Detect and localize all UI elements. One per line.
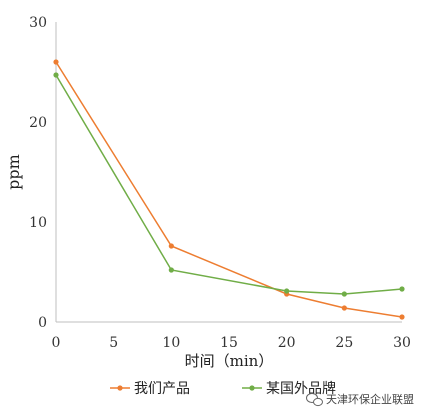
- legend-marker-series-2: [249, 385, 255, 391]
- series-layer: [53, 59, 405, 320]
- x-tick-label: 20: [278, 335, 296, 351]
- legend-item-series-2: 某国外品牌: [242, 380, 336, 397]
- x-tick-label: 0: [52, 335, 61, 351]
- x-tick-labels: 0 5 10 15 20 25 30: [52, 335, 411, 351]
- x-tick-label: 25: [335, 335, 353, 351]
- legend-label-series-1: 我们产品: [134, 381, 190, 397]
- data-point: [399, 286, 405, 292]
- wechat-icon: [306, 393, 323, 407]
- data-point: [168, 243, 174, 249]
- data-point: [168, 267, 174, 273]
- data-point: [53, 72, 59, 78]
- y-tick-label: 20: [29, 115, 47, 131]
- data-point: [341, 305, 347, 311]
- x-tick-label: 10: [162, 335, 180, 351]
- y-axis-label: ppm: [4, 154, 23, 190]
- y-tick-label: 30: [29, 15, 47, 31]
- watermark-text: 天津环保企业联盟: [326, 392, 414, 406]
- y-tick-label: 0: [38, 315, 47, 331]
- x-tick-label: 15: [220, 335, 238, 351]
- data-point: [53, 59, 59, 65]
- series-1: [53, 59, 405, 320]
- data-point: [341, 291, 347, 297]
- series-line-1: [55, 61, 403, 318]
- legend: 我们产品 某国外品牌: [110, 380, 336, 397]
- legend-marker-series-1: [117, 385, 123, 391]
- x-tick-label: 30: [393, 335, 411, 351]
- data-point: [284, 288, 290, 294]
- series-line-2: [55, 74, 403, 295]
- y-tick-label: 10: [29, 215, 47, 231]
- watermark: 天津环保企业联盟: [306, 392, 414, 407]
- legend-label-series-2: 某国外品牌: [266, 380, 336, 397]
- axes: [55, 22, 402, 323]
- series-2: [53, 72, 405, 297]
- data-point: [399, 314, 405, 320]
- y-tick-labels: 0 10 20 30: [29, 15, 47, 331]
- x-tick-label: 5: [109, 335, 118, 351]
- x-axis-label: 时间（min）: [185, 352, 274, 370]
- legend-item-series-1: 我们产品: [110, 381, 190, 397]
